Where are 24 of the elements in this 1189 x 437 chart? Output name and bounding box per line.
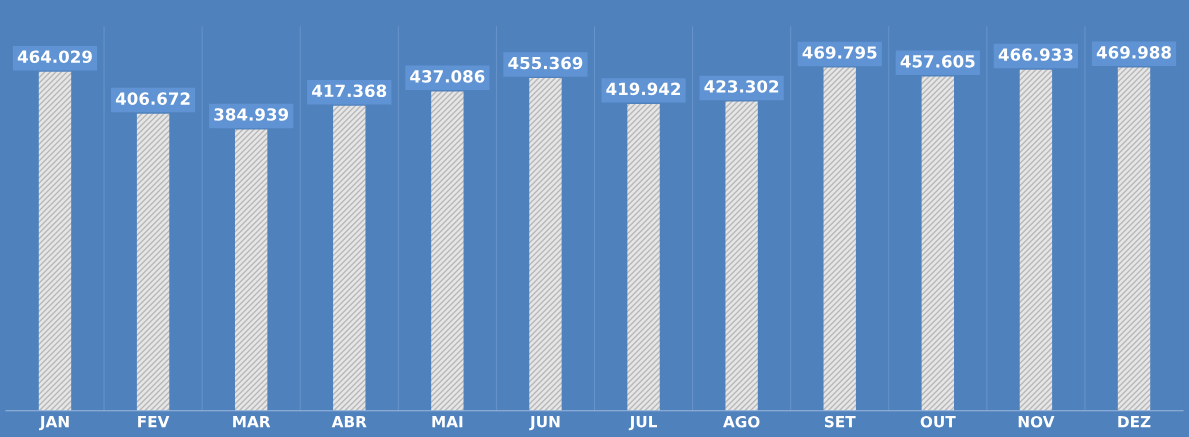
data-label: 423.302 [704, 80, 779, 93]
x-tick-label: JUL [628, 416, 658, 431]
data-label: 469.795 [802, 46, 877, 59]
x-tick-label: ABR [331, 416, 367, 428]
data-label: 417.368 [312, 84, 387, 98]
x-tick-label: NOV [1018, 415, 1055, 428]
x-tick-label: AGO [723, 415, 760, 428]
data-label: 455.369 [508, 56, 583, 70]
data-label: 406.672 [115, 92, 190, 105]
x-tick-label: MAI [432, 416, 463, 428]
data-label: 457.605 [900, 55, 975, 68]
data-label: 469.988 [1096, 46, 1171, 59]
data-label: 384.939 [214, 108, 289, 121]
x-tick-label: MAR [233, 416, 271, 428]
x-tick-label: JUN [529, 416, 560, 431]
data-label: 466.933 [998, 48, 1073, 61]
x-tick-label: DEZ [1118, 416, 1151, 428]
data-label: 419.942 [606, 82, 681, 96]
data-label: 464.029 [17, 50, 92, 63]
data-label: 437.086 [410, 70, 485, 83]
x-tick-label: OUT [920, 415, 956, 428]
x-tick-label: JAN [38, 416, 69, 431]
x-tick-label: FEV [138, 416, 170, 428]
x-tick-label: SET [824, 415, 856, 428]
